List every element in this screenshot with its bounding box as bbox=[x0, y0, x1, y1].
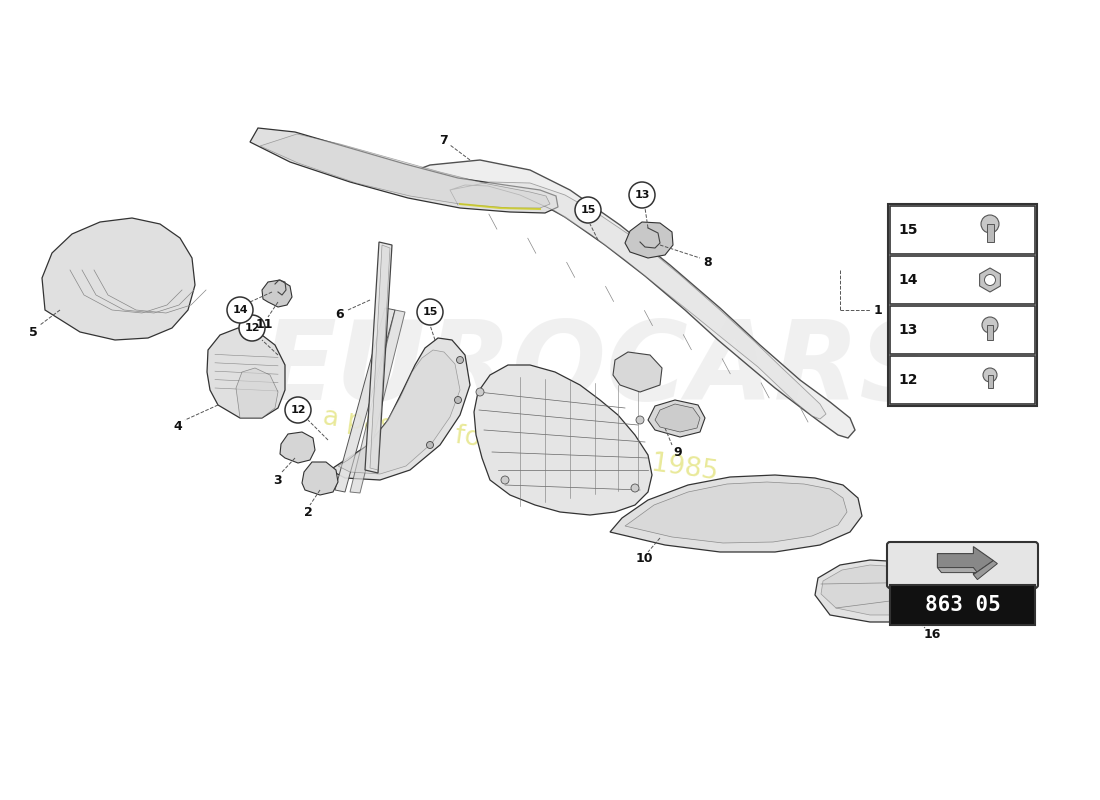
Text: 8: 8 bbox=[704, 255, 713, 269]
Text: 10: 10 bbox=[636, 551, 652, 565]
Circle shape bbox=[631, 484, 639, 492]
Polygon shape bbox=[370, 245, 390, 470]
Text: 15: 15 bbox=[422, 307, 438, 317]
Polygon shape bbox=[236, 368, 278, 418]
Circle shape bbox=[427, 442, 433, 449]
Text: 5: 5 bbox=[29, 326, 37, 338]
Text: 15: 15 bbox=[581, 205, 596, 215]
Circle shape bbox=[285, 397, 311, 423]
Circle shape bbox=[239, 315, 265, 341]
Polygon shape bbox=[937, 546, 993, 574]
Polygon shape bbox=[42, 218, 195, 340]
Circle shape bbox=[629, 182, 654, 208]
Polygon shape bbox=[338, 350, 460, 474]
Text: 12: 12 bbox=[290, 405, 306, 415]
Polygon shape bbox=[207, 328, 285, 418]
Text: 11: 11 bbox=[255, 318, 273, 331]
Text: 14: 14 bbox=[899, 273, 917, 287]
Text: 2: 2 bbox=[304, 506, 312, 518]
Text: 863 05: 863 05 bbox=[925, 595, 1000, 615]
Polygon shape bbox=[980, 268, 1000, 292]
Polygon shape bbox=[336, 308, 395, 492]
FancyBboxPatch shape bbox=[890, 585, 1035, 625]
Text: 9: 9 bbox=[673, 446, 682, 458]
Polygon shape bbox=[302, 462, 338, 495]
Circle shape bbox=[982, 317, 998, 333]
Polygon shape bbox=[330, 338, 470, 480]
Text: 6: 6 bbox=[336, 309, 344, 322]
FancyBboxPatch shape bbox=[890, 306, 1035, 354]
Polygon shape bbox=[365, 242, 392, 473]
Text: 12: 12 bbox=[899, 373, 917, 387]
Text: a passion for parts since 1985: a passion for parts since 1985 bbox=[321, 404, 719, 486]
FancyBboxPatch shape bbox=[890, 356, 1035, 404]
Bar bbox=[987, 224, 993, 242]
Polygon shape bbox=[815, 560, 952, 622]
Polygon shape bbox=[280, 432, 315, 463]
Circle shape bbox=[500, 476, 509, 484]
Polygon shape bbox=[654, 404, 700, 432]
Polygon shape bbox=[648, 400, 705, 437]
Circle shape bbox=[575, 197, 601, 223]
Circle shape bbox=[984, 274, 996, 286]
Polygon shape bbox=[625, 482, 847, 543]
Bar bbox=[987, 325, 993, 340]
Text: 16: 16 bbox=[923, 629, 940, 642]
Circle shape bbox=[417, 299, 443, 325]
Circle shape bbox=[636, 416, 644, 424]
Text: 4: 4 bbox=[174, 419, 183, 433]
Text: 13: 13 bbox=[635, 190, 650, 200]
Polygon shape bbox=[390, 160, 855, 438]
Polygon shape bbox=[625, 222, 673, 258]
Polygon shape bbox=[262, 280, 292, 307]
Text: EUROCARS: EUROCARS bbox=[261, 317, 939, 423]
Polygon shape bbox=[250, 128, 558, 213]
Text: 12: 12 bbox=[244, 323, 260, 333]
Polygon shape bbox=[613, 352, 662, 392]
Text: 15: 15 bbox=[899, 223, 917, 237]
Circle shape bbox=[476, 388, 484, 396]
FancyBboxPatch shape bbox=[890, 256, 1035, 304]
Circle shape bbox=[456, 357, 463, 363]
Text: 14: 14 bbox=[232, 305, 248, 315]
Text: 13: 13 bbox=[899, 323, 917, 337]
Polygon shape bbox=[350, 310, 405, 493]
Circle shape bbox=[981, 215, 999, 233]
Circle shape bbox=[983, 368, 997, 382]
Polygon shape bbox=[821, 565, 944, 615]
Polygon shape bbox=[974, 561, 998, 579]
Text: 7: 7 bbox=[439, 134, 448, 146]
Circle shape bbox=[454, 397, 462, 403]
Polygon shape bbox=[450, 182, 826, 419]
Polygon shape bbox=[937, 568, 978, 573]
Polygon shape bbox=[260, 134, 550, 208]
Polygon shape bbox=[474, 365, 652, 515]
Text: 1: 1 bbox=[873, 303, 882, 317]
Circle shape bbox=[227, 297, 253, 323]
FancyBboxPatch shape bbox=[890, 206, 1035, 254]
Polygon shape bbox=[610, 475, 862, 552]
FancyBboxPatch shape bbox=[887, 542, 1038, 588]
Text: 3: 3 bbox=[274, 474, 283, 486]
Bar bbox=[988, 375, 992, 388]
